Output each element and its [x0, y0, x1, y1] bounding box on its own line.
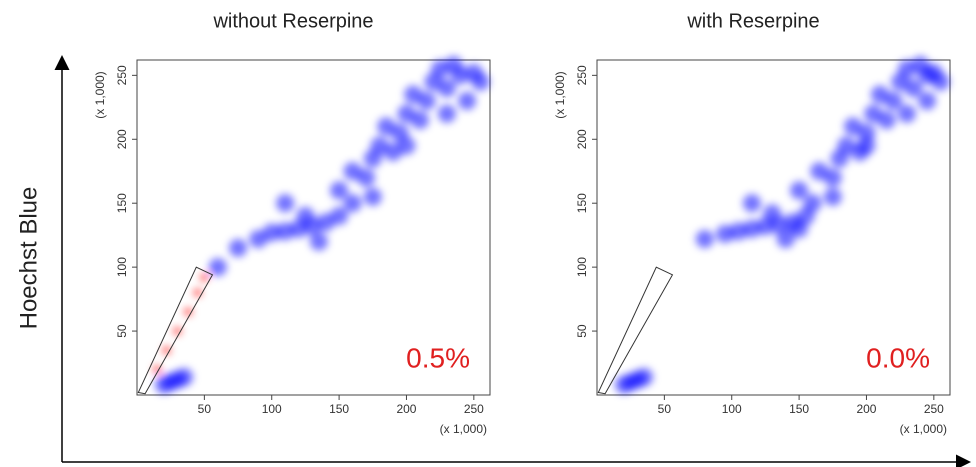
- point: [444, 56, 463, 75]
- point: [823, 187, 842, 206]
- point: [695, 230, 714, 249]
- gate: [597, 266, 674, 395]
- y-tick-label: 200: [115, 129, 129, 149]
- point: [343, 194, 362, 213]
- point: [763, 204, 782, 223]
- point: [404, 85, 423, 104]
- point: [309, 232, 328, 251]
- y-tick-label: 50: [575, 324, 589, 338]
- point: [200, 273, 209, 282]
- y-tick-label: 100: [115, 257, 129, 277]
- point: [823, 168, 842, 187]
- point: [715, 224, 734, 243]
- point: [857, 123, 876, 142]
- point: [877, 111, 896, 130]
- x-tick-label: 50: [658, 402, 672, 416]
- y-tick-label: 150: [575, 193, 589, 213]
- x-unit-label: (x 1,000): [900, 422, 947, 436]
- point: [803, 194, 822, 213]
- point: [397, 104, 416, 123]
- point: [790, 219, 809, 238]
- point: [810, 162, 829, 181]
- point: [729, 222, 748, 241]
- point: [884, 91, 903, 110]
- y-tick-label: 200: [575, 129, 589, 149]
- chart-title: with Reserpine: [686, 10, 819, 32]
- x-tick-label: 200: [396, 402, 416, 416]
- point: [330, 206, 349, 225]
- point: [837, 136, 856, 155]
- point: [635, 368, 654, 387]
- point: [843, 117, 862, 136]
- point: [363, 187, 382, 206]
- y-unit-label: (x 1,000): [553, 71, 567, 118]
- point: [249, 230, 268, 249]
- point: [330, 181, 349, 200]
- x-tick-label: 100: [262, 402, 282, 416]
- point: [175, 368, 194, 387]
- point: [870, 85, 889, 104]
- point: [918, 91, 937, 110]
- point: [776, 230, 795, 249]
- y-tick-label: 150: [115, 193, 129, 213]
- x-tick-label: 250: [924, 402, 944, 416]
- point: [437, 104, 456, 123]
- point: [458, 91, 477, 110]
- point: [471, 72, 490, 91]
- point: [897, 104, 916, 123]
- point: [296, 206, 315, 225]
- point: [790, 181, 809, 200]
- point: [904, 79, 923, 98]
- y-tick-label: 250: [115, 65, 129, 85]
- point: [193, 288, 202, 297]
- chart-title: without Reserpine: [212, 10, 373, 32]
- point: [864, 104, 883, 123]
- point: [229, 238, 248, 257]
- point: [208, 258, 227, 277]
- point: [911, 56, 930, 75]
- y-tick-label: 100: [575, 257, 589, 277]
- point: [276, 194, 295, 213]
- x-tick-label: 50: [198, 402, 212, 416]
- point: [153, 365, 162, 374]
- y-tick-label: 250: [575, 65, 589, 85]
- point: [343, 162, 362, 181]
- point: [742, 219, 761, 238]
- points: [153, 56, 490, 394]
- point: [383, 143, 402, 162]
- point: [417, 91, 436, 110]
- point: [370, 136, 389, 155]
- y-tick-label: 50: [115, 324, 129, 338]
- gate: [137, 266, 214, 395]
- x-tick-label: 100: [722, 402, 742, 416]
- x-tick-label: 150: [329, 402, 349, 416]
- point: [742, 194, 761, 213]
- point: [931, 72, 950, 91]
- gate-percent: 0.0%: [866, 342, 930, 373]
- point: [262, 223, 281, 242]
- point: [316, 213, 335, 232]
- y-unit-label: (x 1,000): [93, 71, 107, 118]
- x-tick-label: 200: [856, 402, 876, 416]
- point: [410, 111, 429, 130]
- y-axis-label: Hoechst Blue: [15, 187, 42, 330]
- point: [397, 136, 416, 155]
- point: [437, 79, 456, 98]
- x-unit-label: (x 1,000): [440, 422, 487, 436]
- point: [276, 222, 295, 241]
- gate-percent: 0.5%: [406, 342, 470, 373]
- point: [377, 117, 396, 136]
- x-tick-label: 250: [464, 402, 484, 416]
- point: [357, 168, 376, 187]
- point: [857, 136, 876, 155]
- points: [614, 56, 950, 394]
- x-tick-label: 150: [789, 402, 809, 416]
